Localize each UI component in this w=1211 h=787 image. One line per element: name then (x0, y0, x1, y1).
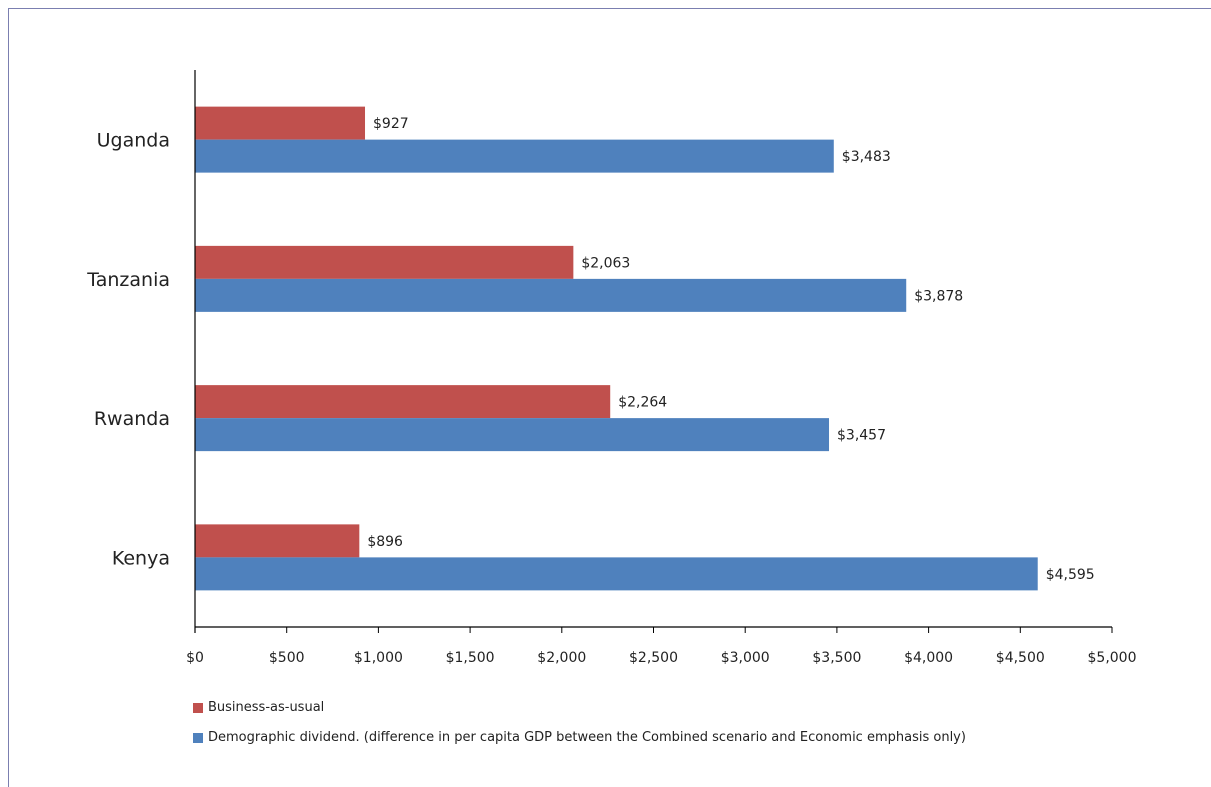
bar-tanzania-series-1 (195, 278, 907, 312)
legend-item-business-as-usual: Business-as-usual (193, 700, 324, 715)
data-label-kenya-series-1: $4,595 (1046, 567, 1095, 583)
data-label-kenya-series-0: $896 (367, 534, 403, 550)
category-label-rwanda: Rwanda (94, 408, 170, 430)
x-tick-label-9: $4,500 (996, 650, 1045, 666)
bar-tanzania-series-0 (195, 245, 574, 279)
x-tick-label-4: $2,000 (537, 650, 586, 666)
category-label-tanzania: Tanzania (86, 269, 170, 291)
category-label-kenya: Kenya (112, 547, 170, 569)
data-label-tanzania-series-0: $2,063 (581, 255, 630, 271)
data-label-uganda-series-1: $3,483 (842, 149, 891, 165)
x-tick-label-1: $500 (269, 650, 305, 666)
legend-label-business-as-usual: Business-as-usual (208, 700, 325, 715)
data-label-uganda-series-0: $927 (373, 116, 409, 132)
category-label-uganda: Uganda (97, 130, 170, 152)
x-tick-label-0: $0 (186, 650, 204, 666)
bar-kenya-series-1 (195, 557, 1038, 591)
bar-rwanda-series-0 (195, 385, 611, 419)
legend-item-demographic-dividend: Demographic dividend. (difference in per… (193, 730, 966, 745)
x-tick-label-6: $3,000 (721, 650, 770, 666)
x-tick-label-8: $4,000 (904, 650, 953, 666)
bar-kenya-series-0 (195, 524, 360, 558)
legend-label-demographic-dividend: Demographic dividend. (difference in per… (208, 730, 966, 745)
x-tick-label-3: $1,500 (446, 650, 495, 666)
bar-uganda-series-1 (195, 139, 834, 173)
x-tick-label-5: $2,500 (629, 650, 678, 666)
bar-uganda-series-0 (195, 106, 366, 140)
x-tick-label-2: $1,000 (354, 650, 403, 666)
data-label-rwanda-series-0: $2,264 (618, 395, 667, 411)
data-label-rwanda-series-1: $3,457 (837, 428, 886, 444)
bar-rwanda-series-1 (195, 418, 830, 452)
x-tick-label-10: $5,000 (1088, 650, 1137, 666)
legend-swatch-demographic-dividend (193, 732, 203, 743)
x-tick-label-7: $3,500 (812, 650, 861, 666)
data-label-tanzania-series-1: $3,878 (914, 288, 963, 304)
chart-frame (8, 8, 1211, 787)
legend-swatch-business-as-usual (193, 702, 203, 713)
